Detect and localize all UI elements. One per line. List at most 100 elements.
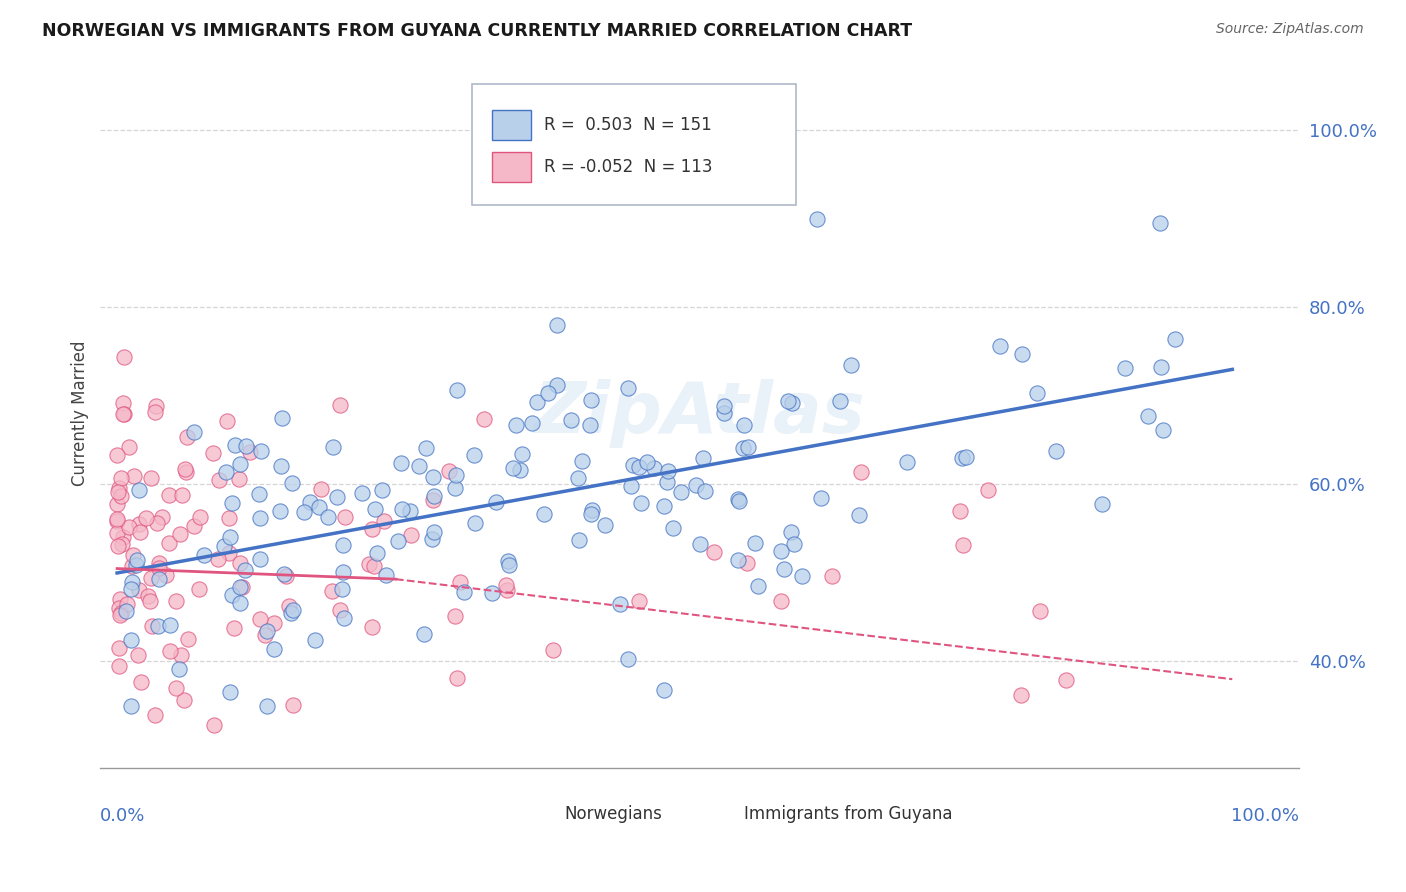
Point (1090, 497, 1112, 511)
Text: ZipAtlas: ZipAtlas (534, 379, 866, 448)
Point (322, 440, 344, 454)
Point (174, 465, 197, 479)
Point (270, 459, 292, 474)
Text: Immigrants from Guyana: Immigrants from Guyana (744, 805, 953, 822)
Point (669, 485, 692, 500)
Point (183, 425, 205, 440)
FancyBboxPatch shape (472, 85, 796, 205)
Point (135, 511, 157, 525)
Point (228, 472, 250, 486)
Point (1149, 216, 1171, 230)
Point (224, 437, 246, 451)
Point (229, 580, 252, 594)
Point (159, 617, 181, 632)
Point (201, 446, 224, 460)
Point (821, 568, 844, 582)
Point (463, 448, 485, 462)
Point (159, 488, 181, 502)
Point (735, 556, 758, 570)
Point (593, 518, 616, 533)
Point (221, 496, 243, 510)
Point (387, 533, 409, 548)
Bar (492, 153, 530, 182)
Point (780, 525, 803, 540)
Point (169, 527, 191, 541)
Point (215, 414, 238, 428)
Point (737, 440, 759, 454)
Point (636, 455, 658, 469)
Point (229, 596, 252, 610)
Bar (531, 805, 558, 824)
Point (159, 644, 181, 658)
Point (643, 461, 665, 475)
Point (249, 552, 271, 566)
Point (363, 558, 385, 573)
Point (256, 624, 278, 639)
Point (332, 538, 354, 552)
Point (176, 430, 198, 444)
Text: 100.0%: 100.0% (1232, 806, 1299, 824)
Point (115, 604, 138, 618)
Point (111, 396, 134, 410)
Point (848, 508, 870, 523)
Point (256, 698, 278, 713)
Point (155, 568, 177, 582)
Point (444, 608, 467, 623)
Point (139, 471, 162, 485)
Point (273, 566, 295, 581)
Point (505, 418, 527, 433)
Point (578, 418, 600, 433)
Point (112, 531, 135, 545)
Point (221, 588, 243, 602)
Point (770, 543, 793, 558)
Point (148, 560, 170, 574)
Point (329, 602, 352, 616)
Point (202, 718, 225, 732)
Point (150, 509, 173, 524)
Point (568, 533, 591, 547)
Bar (492, 110, 530, 140)
Point (1164, 332, 1187, 346)
Point (366, 546, 388, 560)
Point (1045, 443, 1067, 458)
Point (446, 671, 468, 685)
Point (630, 496, 652, 510)
Point (326, 490, 349, 504)
Point (280, 475, 302, 490)
Point (657, 464, 679, 478)
Point (110, 607, 132, 621)
Point (165, 681, 187, 696)
Point (1054, 673, 1077, 688)
Point (778, 393, 800, 408)
Point (146, 619, 169, 633)
Point (398, 504, 420, 518)
Point (949, 504, 972, 518)
Point (621, 458, 644, 472)
Point (329, 398, 352, 412)
Point (389, 456, 412, 470)
Point (692, 450, 714, 465)
Point (148, 556, 170, 570)
Point (157, 536, 180, 550)
Point (249, 612, 271, 626)
Point (139, 594, 162, 608)
Point (172, 488, 194, 502)
Point (896, 454, 918, 468)
Point (988, 339, 1011, 353)
Point (495, 583, 517, 598)
Point (212, 539, 235, 553)
Point (560, 413, 582, 427)
Point (627, 460, 650, 475)
Text: Source: ZipAtlas.com: Source: ZipAtlas.com (1216, 22, 1364, 37)
Point (128, 583, 150, 598)
Point (423, 489, 446, 503)
Point (107, 484, 129, 499)
Point (510, 446, 533, 460)
Point (112, 351, 135, 365)
Point (110, 470, 132, 484)
Point (143, 405, 166, 419)
Point (422, 470, 444, 484)
Point (188, 582, 211, 596)
Point (955, 450, 977, 465)
Point (422, 492, 444, 507)
